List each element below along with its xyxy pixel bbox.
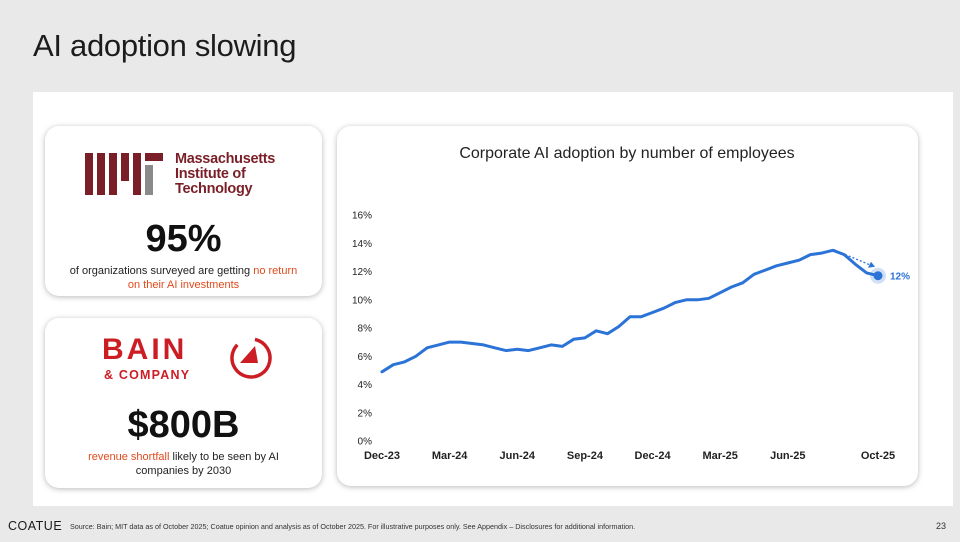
y-tick-label: 0% <box>358 437 373 448</box>
bain-card: BAIN & COMPANY $800B revenue shortfall l… <box>45 318 322 488</box>
y-tick-label: 8% <box>358 324 373 335</box>
y-tick-label: 4% <box>358 380 373 391</box>
y-tick-label: 10% <box>352 295 372 306</box>
y-tick-label: 16% <box>352 211 372 222</box>
x-tick-label: Sep-24 <box>567 450 604 462</box>
bain-logo-word: BAIN <box>102 333 188 366</box>
x-tick-label: Dec-24 <box>635 450 672 462</box>
bain-caption: revenue shortfall likely to be seen by A… <box>65 450 302 478</box>
x-tick-label: Dec-23 <box>364 450 400 462</box>
trend-arrow-line <box>833 249 873 267</box>
y-tick-label: 6% <box>358 352 373 363</box>
content-panel: Massachusetts Institute of Technology 95… <box>33 92 953 506</box>
slide-title: AI adoption slowing <box>33 28 297 63</box>
adoption-line-chart: 0% 2% 4% 6% 8% 10% 12% 14% 16% Dec-23 Mar-24 Jun-24… <box>352 211 910 463</box>
y-tick-label: 14% <box>352 239 372 250</box>
footer-source: Source: Bain; MIT data as of October 202… <box>70 522 636 531</box>
mit-name: Massachusetts Institute of Technology <box>175 152 315 197</box>
mit-caption-text: of organizations surveyed are getting <box>69 265 254 277</box>
bain-logo-sub: & COMPANY <box>104 368 191 382</box>
x-tick-label: Jun-24 <box>500 450 536 462</box>
x-tick-label: Mar-25 <box>702 450 737 462</box>
chart-card: Corporate AI adoption by number of emplo… <box>337 126 918 486</box>
end-value-label: 12% <box>890 272 910 283</box>
mit-logo-icon <box>85 153 163 195</box>
end-point <box>873 271 883 281</box>
mit-caption: of organizations surveyed are getting no… <box>65 264 302 292</box>
x-tick-label: Jun-25 <box>770 450 805 462</box>
coatue-logo: COATUE <box>8 519 63 533</box>
x-tick-label: Oct-25 <box>861 450 895 462</box>
mit-card: Massachusetts Institute of Technology 95… <box>45 126 322 296</box>
y-tick-label: 12% <box>352 267 372 278</box>
mit-name-line: Institute of <box>175 166 246 182</box>
mit-name-line: Technology <box>175 181 253 197</box>
bain-caption-highlight: revenue shortfall <box>88 451 170 463</box>
mit-caption-highlight: no return on their AI investments <box>127 265 298 291</box>
chart-title: Corporate AI adoption by number of emplo… <box>459 145 795 162</box>
bain-logo-mark-icon <box>230 337 272 379</box>
bain-caption-text: likely to be seen by AI companies by 203… <box>135 451 279 477</box>
mit-stat: 95% <box>145 218 222 260</box>
bain-stat: $800B <box>127 404 240 446</box>
x-tick-label: Mar-24 <box>432 450 468 462</box>
trend-arrow-head <box>868 261 875 268</box>
mit-name-line: Massachusetts <box>175 151 276 167</box>
page-number: 23 <box>935 521 946 531</box>
y-tick-label: 2% <box>358 408 373 419</box>
series-line <box>380 248 880 374</box>
